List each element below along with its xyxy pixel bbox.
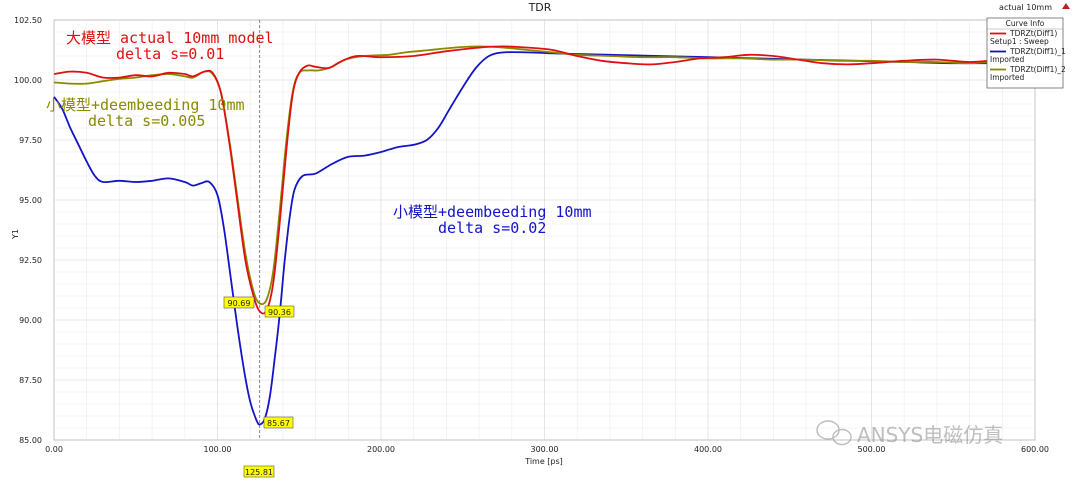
cursor-x-label[interactable]: 125.81 (243, 465, 275, 478)
annotation-blue-line2: delta s=0.02 (438, 219, 546, 237)
y-tick-label: 102.50 (14, 16, 42, 25)
y-axis-label: Y1 (11, 229, 20, 240)
caret-up-icon[interactable] (1062, 3, 1070, 9)
x-axis-label: Time [ps] (524, 457, 563, 466)
svg-text:ANSYS电磁仿真: ANSYS电磁仿真 (857, 423, 1003, 447)
legend-title: Curve Info (1006, 19, 1045, 28)
y-tick-label: 92.50 (19, 256, 42, 265)
annotation-blue-line1: 小模型+deembeeding 10mm (393, 203, 592, 221)
x-tick-label: 600.00 (1021, 445, 1049, 454)
y-tick-label: 95.00 (19, 196, 42, 205)
x-tick-label: 500.00 (858, 445, 886, 454)
y-tick-label: 87.50 (19, 376, 42, 385)
legend-entry-sub: Imported (990, 73, 1025, 82)
x-tick-label: 300.00 (531, 445, 559, 454)
x-tick-label: 400.00 (694, 445, 722, 454)
y-tick-label: 100.00 (14, 76, 42, 85)
series-group (53, 45, 1036, 426)
y-axis-ticks: 85.00 87.50 90.00 92.50 95.00 97.50 100.00 102.… (14, 16, 42, 445)
x-tick-label: 100.00 (204, 445, 232, 454)
x-tick-label: 0.00 (45, 445, 63, 454)
marker-olive-min[interactable]: 90.69 (223, 296, 255, 309)
legend-entry-name: TDRZt(Diff1)_2 (1009, 65, 1066, 74)
legend-entry-sub: Imported (990, 55, 1025, 64)
svg-text:125.81: 125.81 (245, 468, 273, 477)
grid (53, 19, 1036, 441)
legend[interactable]: Curve Info TDRZt(Diff1)Setup1 : SweepTDR… (986, 17, 1066, 89)
legend-entry-sub: Setup1 : Sweep (990, 37, 1049, 46)
legend-entry[interactable]: TDRZt(Diff1)Setup1 : Sweep (990, 29, 1057, 46)
annotation-olive-line1: 小模型+deembeeding 10mm (46, 96, 245, 114)
corner-label: actual 10mm (999, 3, 1052, 12)
x-tick-label: 200.00 (367, 445, 395, 454)
chart-title: TDR (528, 1, 552, 14)
annotation-olive-line2: delta s=0.005 (88, 112, 205, 130)
x-axis-ticks: 0.00 100.00 200.00 300.00 400.00 500.00 600.00 (45, 445, 1049, 454)
series-line-tdrzt-diff1-2[interactable] (53, 45, 1036, 306)
watermark: ANSYS电磁仿真 (816, 420, 1003, 447)
marker-red-min[interactable]: 90.36 (264, 305, 295, 318)
wechat-icon (816, 420, 852, 446)
series-line-tdrzt-diff1-1[interactable] (53, 51, 1035, 426)
y-tick-label: 90.00 (19, 316, 42, 325)
legend-entry-name: TDRZt(Diff1)_1 (1009, 47, 1066, 56)
legend-entry-name: TDRZt(Diff1) (1009, 29, 1057, 38)
marker-blue-min[interactable]: 85.67 (263, 416, 294, 429)
svg-text:85.67: 85.67 (267, 419, 290, 428)
y-tick-label: 85.00 (19, 436, 42, 445)
annotation-red-line2: delta s=0.01 (116, 45, 224, 63)
annotation-red-line1: 大模型 actual 10mm model (66, 29, 274, 47)
legend-entries: TDRZt(Diff1)Setup1 : SweepTDRZt(Diff1)_1… (990, 29, 1066, 82)
svg-text:90.69: 90.69 (228, 299, 251, 308)
series-line-tdrzt-diff1-[interactable] (53, 45, 1036, 315)
y-tick-label: 97.50 (19, 136, 42, 145)
svg-text:90.36: 90.36 (268, 308, 291, 317)
